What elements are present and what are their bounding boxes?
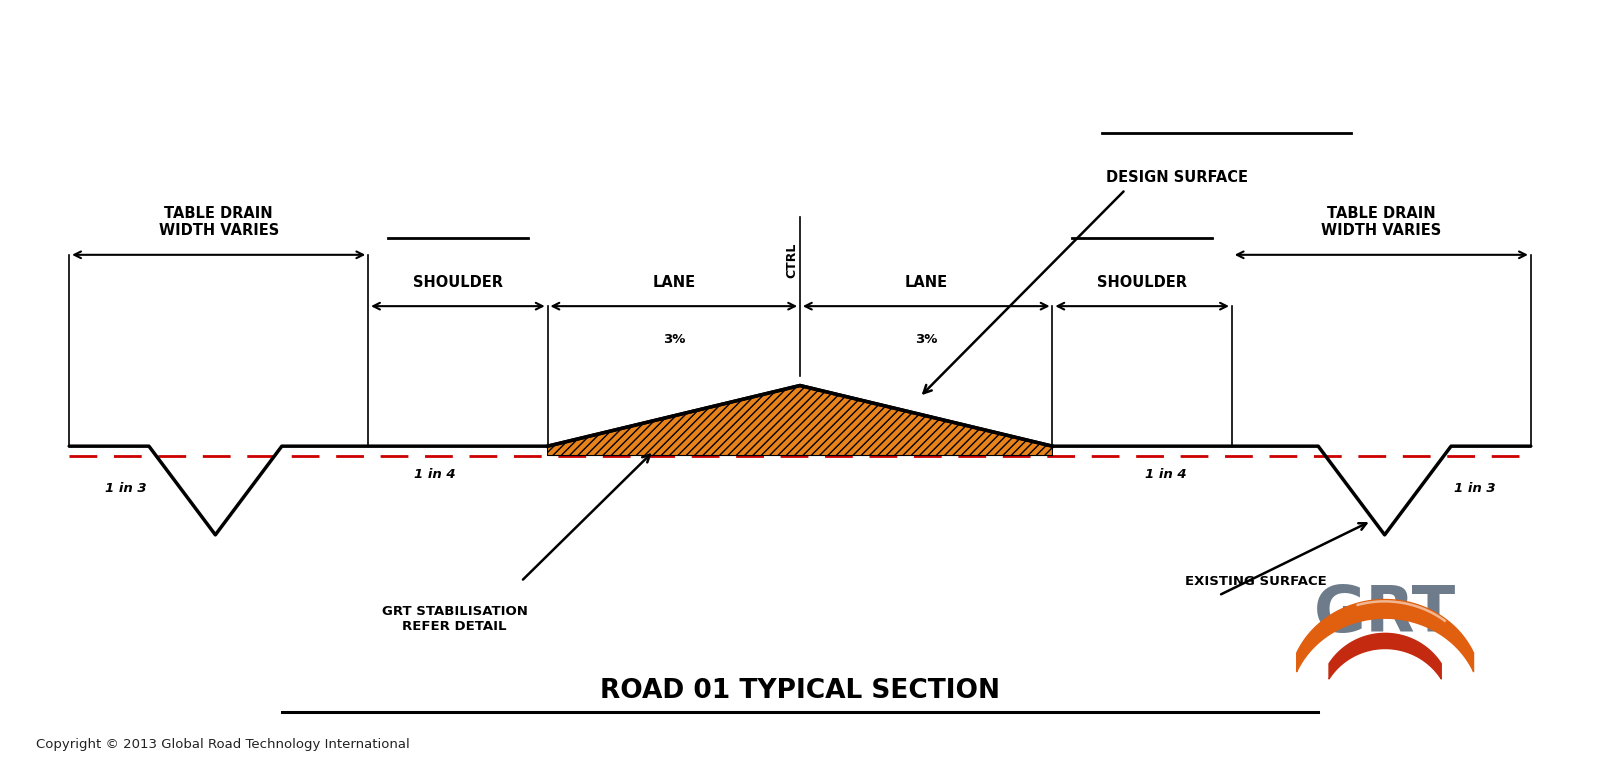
Text: TABLE DRAIN
WIDTH VARIES: TABLE DRAIN WIDTH VARIES [1322,206,1442,238]
Text: 1 in 3: 1 in 3 [106,481,147,494]
Text: 1 in 4: 1 in 4 [414,468,456,481]
Text: 3%: 3% [915,333,938,346]
Text: 1 in 3: 1 in 3 [1453,481,1494,494]
Text: LANE: LANE [904,275,947,290]
Text: 1 in 4: 1 in 4 [1144,468,1186,481]
Text: SHOULDER: SHOULDER [1098,275,1187,290]
Text: LANE: LANE [653,275,696,290]
Text: DESIGN SURFACE: DESIGN SURFACE [1106,170,1248,185]
Polygon shape [547,387,1053,455]
Text: TABLE DRAIN
WIDTH VARIES: TABLE DRAIN WIDTH VARIES [158,206,278,238]
Text: CTRL: CTRL [786,243,798,278]
Text: 3%: 3% [662,333,685,346]
Text: GRT STABILISATION
REFER DETAIL: GRT STABILISATION REFER DETAIL [381,605,528,633]
Text: Copyright © 2013 Global Road Technology International: Copyright © 2013 Global Road Technology … [35,738,410,751]
Text: GRT: GRT [1314,583,1456,646]
Text: ROAD 01 TYPICAL SECTION: ROAD 01 TYPICAL SECTION [600,678,1000,704]
Text: SHOULDER: SHOULDER [413,275,502,290]
Text: EXISTING SURFACE: EXISTING SURFACE [1186,575,1326,588]
